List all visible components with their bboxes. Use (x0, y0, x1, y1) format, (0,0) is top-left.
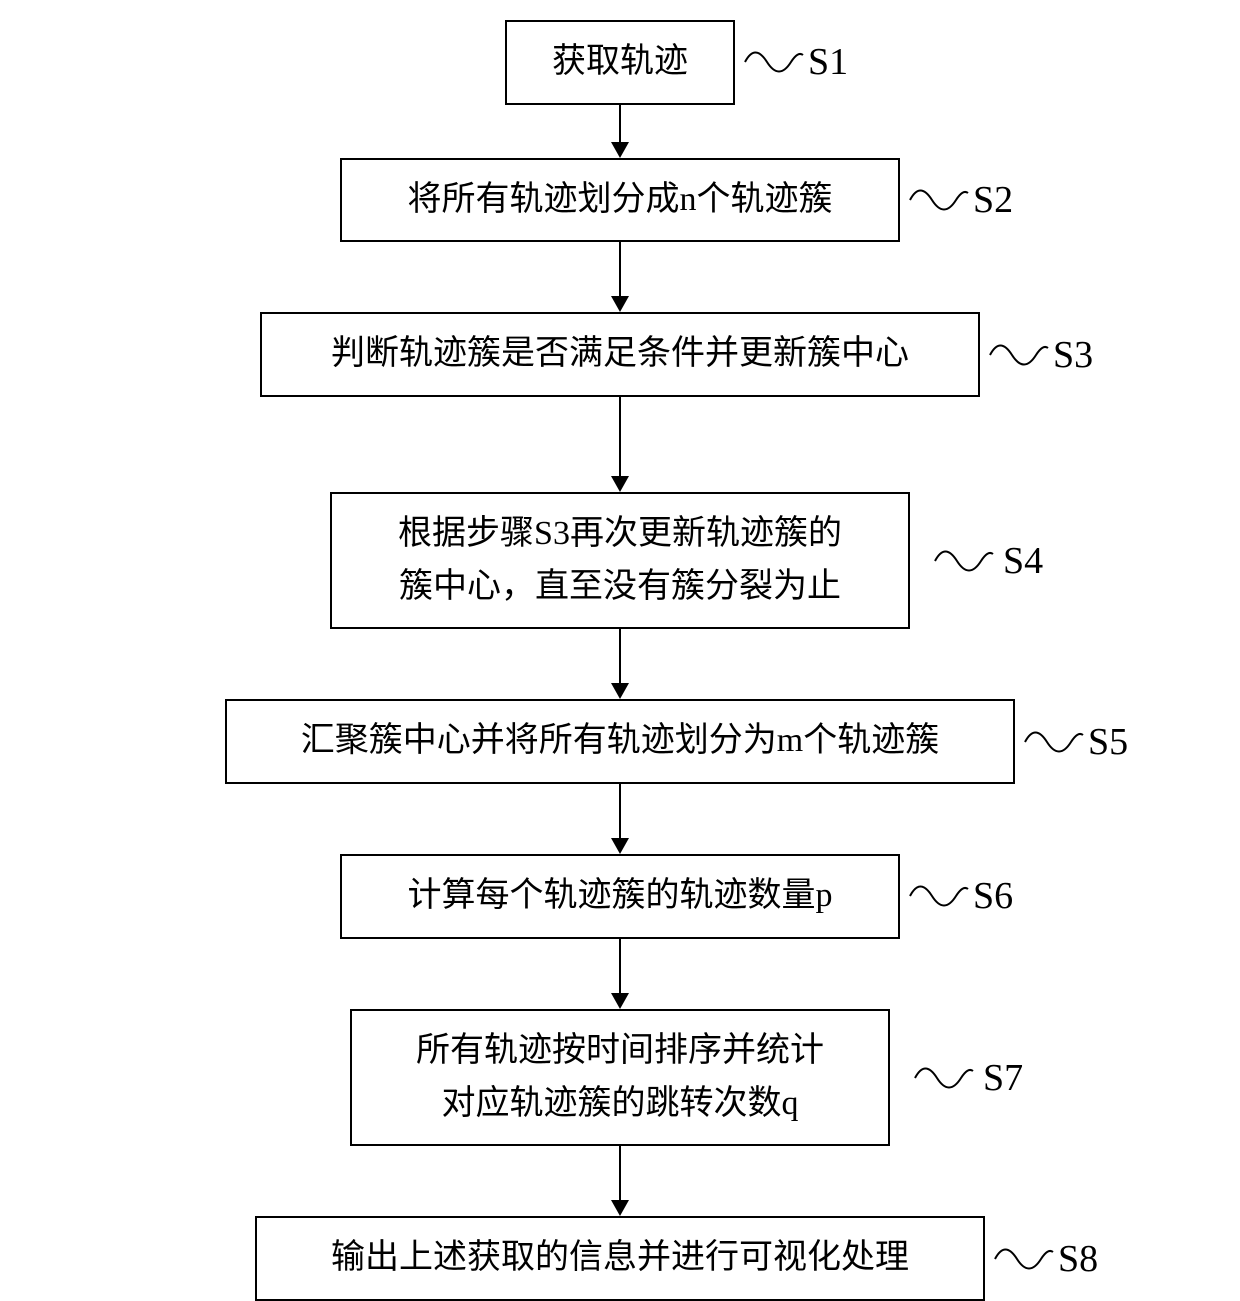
step-box-s8: 输出上述获取的信息并进行可视化处理S8 (255, 1216, 985, 1301)
arrow-head-icon (611, 683, 629, 699)
step-text-s7: 所有轨迹按时间排序并统计 对应轨迹簇的跳转次数q (416, 1025, 824, 1130)
step-text-s1: 获取轨迹 (552, 36, 688, 89)
arrow-head-icon (611, 142, 629, 158)
arrow-s5 (611, 784, 629, 854)
squiggle-connector-s2 (908, 175, 970, 225)
flowchart-container: 获取轨迹S1将所有轨迹划分成n个轨迹簇S2判断轨迹簇是否满足条件并更新簇中心S3… (225, 20, 1015, 1301)
squiggle-connector-s6 (908, 871, 970, 921)
step-label-s6: S6 (973, 874, 1013, 918)
step-box-s3: 判断轨迹簇是否满足条件并更新簇中心S3 (260, 312, 980, 397)
squiggle-connector-s3 (988, 330, 1050, 380)
squiggle-connector-s5 (1023, 717, 1085, 767)
arrow-s4 (611, 629, 629, 699)
arrow-head-icon (611, 838, 629, 854)
step-label-s1: S1 (808, 40, 848, 84)
step-text-s6: 计算每个轨迹簇的轨迹数量p (408, 870, 833, 923)
arrow-head-icon (611, 296, 629, 312)
step-box-s4: 根据步骤S3再次更新轨迹簇的 簇中心，直至没有簇分裂为止S4 (330, 492, 910, 629)
arrow-head-icon (611, 476, 629, 492)
step-label-s5: S5 (1088, 720, 1128, 764)
arrow-s3 (611, 397, 629, 492)
step-label-s2: S2 (973, 178, 1013, 222)
step-box-s1: 获取轨迹S1 (505, 20, 735, 105)
step-text-s2: 将所有轨迹划分成n个轨迹簇 (408, 174, 833, 227)
step-text-s4: 根据步骤S3再次更新轨迹簇的 簇中心，直至没有簇分裂为止 (398, 508, 842, 613)
step-text-s5: 汇聚簇中心并将所有轨迹划分为m个轨迹簇 (301, 715, 939, 768)
step-box-s6: 计算每个轨迹簇的轨迹数量pS6 (340, 854, 900, 939)
squiggle-connector-s8 (993, 1234, 1055, 1284)
arrow-s6 (611, 939, 629, 1009)
arrow-head-icon (611, 993, 629, 1009)
arrow-s2 (611, 242, 629, 312)
step-box-s7: 所有轨迹按时间排序并统计 对应轨迹簇的跳转次数qS7 (350, 1009, 890, 1146)
arrow-s1 (611, 105, 629, 158)
squiggle-connector-s4 (933, 536, 995, 586)
step-label-s3: S3 (1053, 333, 1093, 377)
step-box-s5: 汇聚簇中心并将所有轨迹划分为m个轨迹簇S5 (225, 699, 1015, 784)
squiggle-connector-s7 (913, 1053, 975, 1103)
arrow-head-icon (611, 1200, 629, 1216)
step-box-s2: 将所有轨迹划分成n个轨迹簇S2 (340, 158, 900, 243)
step-label-s7: S7 (983, 1056, 1023, 1100)
squiggle-connector-s1 (743, 37, 805, 87)
step-text-s3: 判断轨迹簇是否满足条件并更新簇中心 (331, 328, 909, 381)
step-text-s8: 输出上述获取的信息并进行可视化处理 (331, 1232, 909, 1285)
arrow-s7 (611, 1146, 629, 1216)
step-label-s8: S8 (1058, 1237, 1098, 1281)
step-label-s4: S4 (1003, 539, 1043, 583)
